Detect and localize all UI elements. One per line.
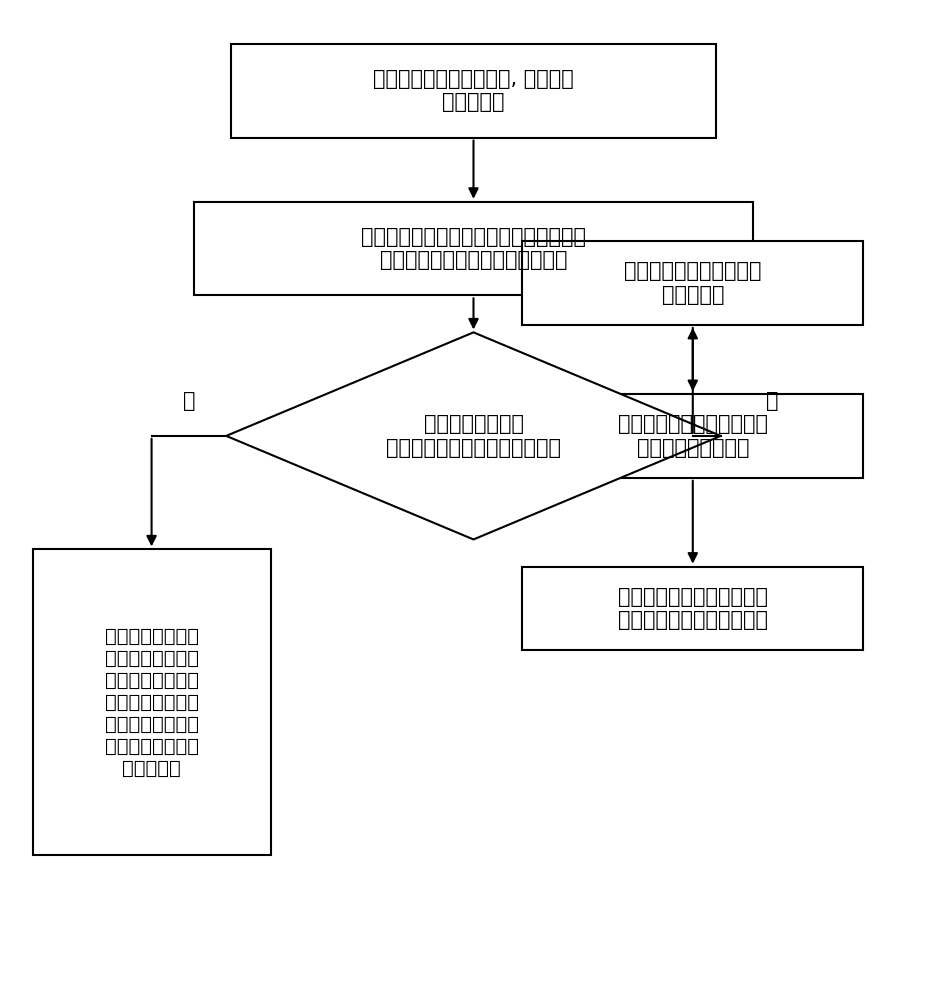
Text: 当前设计变更的变更方案, 并形成候
选设计方案: 当前设计变更的变更方案, 并形成候 选设计方案 <box>373 69 574 112</box>
FancyBboxPatch shape <box>523 567 863 650</box>
Text: 根据五连杆机器人的初始设计方案、候选
设计方案计算不同领域的变更差量: 根据五连杆机器人的初始设计方案、候选 设计方案计算不同领域的变更差量 <box>361 227 586 270</box>
Text: 是: 是 <box>766 391 778 411</box>
Text: 针对待优化的设计目标构
建优化函数: 针对待优化的设计目标构 建优化函数 <box>624 261 761 305</box>
FancyBboxPatch shape <box>231 44 716 138</box>
Text: 以候选设计方案作
为最优设计方案，
按照最优设计方案
对五连杆机器人进
行相应的设计变更
或直接当前退出设
计变更处理: 以候选设计方案作 为最优设计方案， 按照最优设计方案 对五连杆机器人进 行相应的… <box>104 627 199 778</box>
Text: 按照最优设计方案对五连杆
机器人进行相应的设计变更: 按照最优设计方案对五连杆 机器人进行相应的设计变更 <box>617 587 768 630</box>
FancyBboxPatch shape <box>32 549 271 855</box>
Text: 否: 否 <box>183 391 195 411</box>
FancyBboxPatch shape <box>523 241 863 325</box>
FancyBboxPatch shape <box>523 394 863 478</box>
Text: 利用优化函数求解当前设计
变更的最优设计方案: 利用优化函数求解当前设计 变更的最优设计方案 <box>617 414 768 458</box>
Text: 根据变更差量判断
是否存在待优化的设计目标函数: 根据变更差量判断 是否存在待优化的设计目标函数 <box>386 414 561 458</box>
Polygon shape <box>226 332 721 539</box>
FancyBboxPatch shape <box>193 202 754 295</box>
